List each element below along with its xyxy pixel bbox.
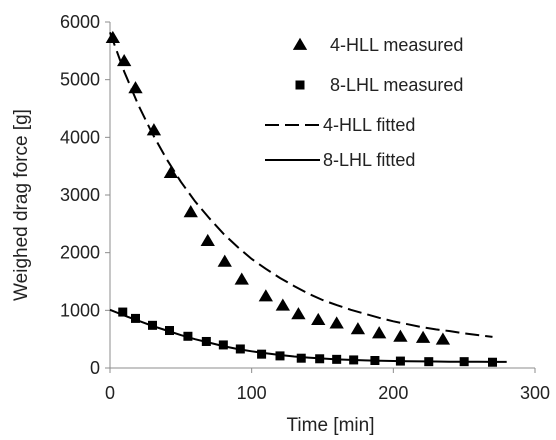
series-line-8-lhl-fitted (109, 308, 507, 363)
y-tick-label: 0 (90, 358, 100, 378)
y-tick-label: 3000 (60, 185, 100, 205)
y-tick-label: 6000 (60, 12, 100, 32)
legend-item-4-hll-fitted: 4-HLL fitted (265, 115, 415, 135)
legend-item-8-lhl-measured: 8-LHL measured (295, 75, 463, 95)
legend-label-8-lhl-measured: 8-LHL measured (330, 75, 463, 95)
x-tick-label: 0 (105, 383, 115, 403)
y-tick-label: 1000 (60, 300, 100, 320)
data-point-4-hll-measured (217, 254, 232, 267)
legend-label-8-lhl-fitted: 8-LHL fitted (323, 150, 415, 170)
y-tick-label: 5000 (60, 70, 100, 90)
axes-layer: 0 1000 2000 3000 4000 5000 6000 0 100 200 300 (60, 12, 550, 403)
x-tick-label: 100 (237, 383, 267, 403)
data-point-8-lhl-measured (131, 313, 140, 323)
data-point-4-hll-measured (291, 307, 306, 320)
series-4-hll-fitted (109, 32, 493, 338)
legend-label-4-hll-fitted: 4-HLL fitted (323, 115, 415, 135)
data-point-4-hll-measured (105, 30, 120, 44)
legend-label-4-hll-measured: 4-HLL measured (330, 35, 463, 55)
data-point-4-hll-measured (163, 165, 179, 179)
data-point-8-lhl-measured (296, 353, 306, 363)
data-point-4-hll-measured (275, 298, 290, 311)
x-tick-label: 300 (520, 383, 550, 403)
series-layer (105, 30, 507, 367)
data-point-4-hll-measured (311, 312, 326, 326)
y-tick-label: 4000 (60, 127, 100, 147)
legend-swatch-4-hll-measured (292, 37, 308, 50)
data-point-8-lhl-measured (218, 340, 228, 350)
data-point-4-hll-measured (234, 272, 249, 285)
series-line-4-hll-fitted (109, 32, 493, 338)
x-axis-label: Time [min] (287, 415, 375, 435)
y-tick-label: 2000 (60, 243, 100, 263)
legend: 4-HLL measured 8-LHL measured 4-HLL fitted… (265, 35, 463, 170)
data-point-8-lhl-measured (118, 307, 128, 317)
data-point-4-hll-measured (372, 326, 387, 339)
data-point-4-hll-measured (393, 329, 408, 342)
legend-item-4-hll-measured: 4-HLL measured (292, 35, 463, 55)
legend-item-8-lhl-fitted: 8-LHL fitted (265, 150, 415, 170)
data-point-4-hll-measured (128, 81, 143, 94)
series-4-hll-measured (105, 30, 451, 345)
data-point-4-hll-measured (415, 330, 431, 343)
x-tick-label: 200 (378, 383, 408, 403)
series-8-lhl-fitted (109, 308, 507, 363)
data-point-4-hll-measured (258, 289, 273, 302)
data-point-4-hll-measured (183, 205, 198, 218)
data-point-4-hll-measured (329, 316, 344, 329)
data-point-4-hll-measured (435, 332, 451, 345)
legend-swatch-8-lhl-measured (295, 80, 305, 90)
y-axis-label: Weighed drag force [g] (11, 109, 32, 301)
data-point-4-hll-measured (350, 322, 366, 335)
data-point-4-hll-measured (200, 233, 215, 247)
data-point-4-hll-measured (146, 123, 162, 136)
data-point-8-lhl-measured (257, 349, 267, 359)
